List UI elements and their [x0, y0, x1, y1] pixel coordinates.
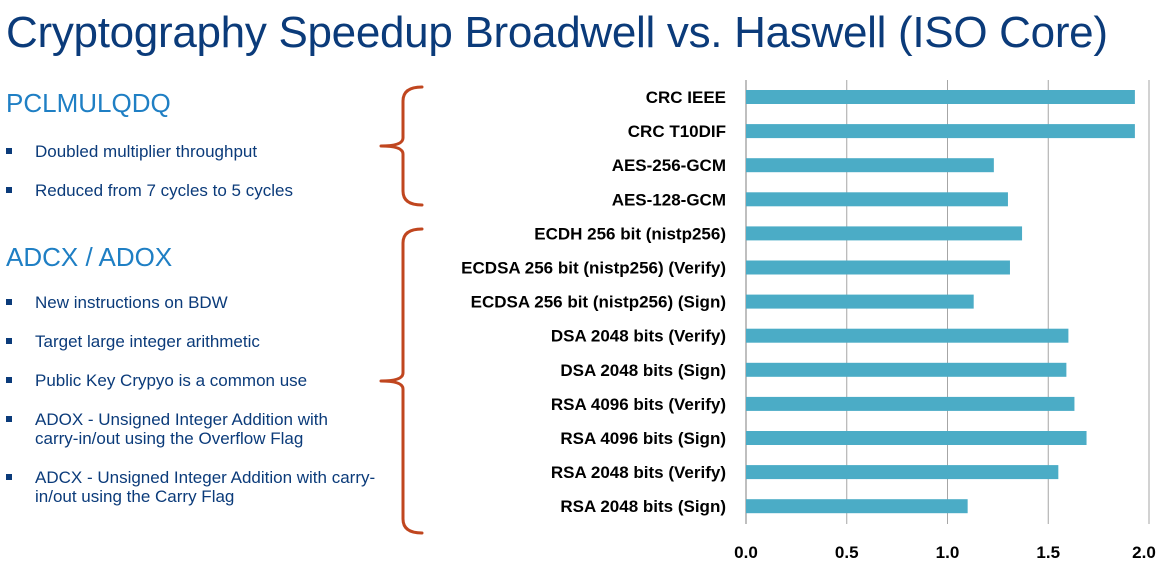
curly-bracket — [379, 85, 424, 207]
bar — [746, 328, 1069, 343]
category-label: ECDH 256 bit (nistp256) — [534, 224, 726, 243]
x-tick-label: 1.0 — [936, 543, 960, 562]
bar — [746, 362, 1067, 377]
bar — [746, 294, 974, 309]
chart-x-tick-labels: 0.0 0.5 1.0 1.5 2.0 — [734, 543, 1156, 562]
group-brackets — [379, 85, 424, 535]
category-label: CRC IEEE — [646, 88, 726, 107]
bullet-item: Public Key Crypyo is a common use — [6, 371, 376, 390]
x-tick-label: 0.0 — [734, 543, 758, 562]
adcx-adox-bullet-list: New instructions on BDW Target large int… — [6, 293, 376, 526]
category-label: RSA 4096 bits (Sign) — [560, 429, 726, 448]
bullet-item: New instructions on BDW — [6, 293, 376, 312]
bar — [746, 431, 1087, 445]
x-tick-label: 1.5 — [1036, 543, 1060, 562]
pclmulqdq-bullet-list: Doubled multiplier throughput Reduced fr… — [6, 142, 376, 220]
page-title: Cryptography Speedup Broadwell vs. Haswe… — [6, 8, 1108, 57]
bar — [746, 260, 1010, 275]
category-label: RSA 2048 bits (Verify) — [551, 463, 726, 482]
chart-bars — [746, 90, 1135, 514]
category-label: RSA 2048 bits (Sign) — [560, 497, 726, 516]
category-label: ECDSA 256 bit (nistp256) (Sign) — [471, 293, 726, 312]
bar — [746, 158, 994, 173]
bar — [746, 499, 968, 514]
category-label: DSA 2048 bits (Sign) — [560, 361, 726, 380]
bar — [746, 396, 1075, 411]
category-label: RSA 4096 bits (Verify) — [551, 395, 726, 414]
curly-bracket — [379, 227, 424, 535]
bullet-item: Doubled multiplier throughput — [6, 142, 376, 161]
bullet-item: ADCX - Unsigned Integer Addition with ca… — [6, 468, 376, 506]
section-heading-adcx-adox: ADCX / ADOX — [6, 242, 173, 272]
bullet-item: Target large integer arithmetic — [6, 332, 376, 351]
chart-category-labels: CRC IEEE CRC T10DIF AES-256-GCM AES-128-GCM… — [461, 88, 726, 516]
x-tick-label: 0.5 — [835, 543, 859, 562]
category-label: ECDSA 256 bit (nistp256) (Verify) — [461, 259, 726, 278]
section-heading-pclmulqdq: PCLMULQDQ — [6, 88, 171, 118]
bar — [746, 124, 1135, 139]
bar — [746, 90, 1135, 104]
category-label: DSA 2048 bits (Verify) — [551, 327, 726, 346]
bar — [746, 226, 1023, 241]
category-label: CRC T10DIF — [628, 122, 726, 141]
category-label: AES-128-GCM — [612, 190, 726, 209]
x-tick-label: 2.0 — [1132, 543, 1156, 562]
category-label: AES-256-GCM — [612, 156, 726, 175]
bullet-item: Reduced from 7 cycles to 5 cycles — [6, 181, 376, 200]
bar — [746, 192, 1008, 207]
bar — [746, 465, 1059, 480]
bullet-item: ADOX - Unsigned Integer Addition with ca… — [6, 410, 376, 448]
